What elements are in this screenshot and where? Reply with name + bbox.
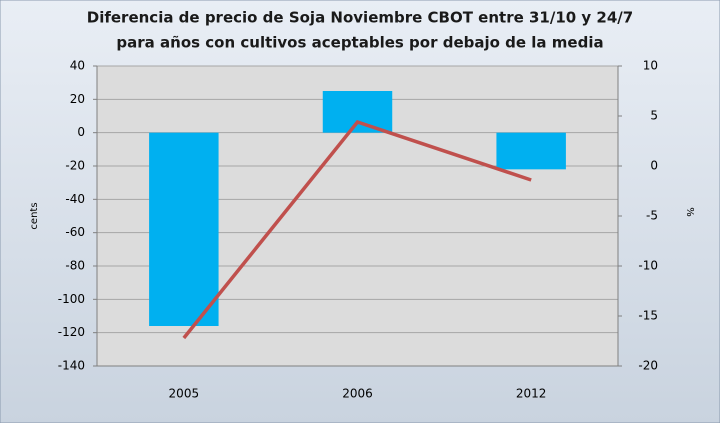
y2-tick-label: 10 [643,59,658,73]
line [182,119,532,340]
chart-title: para años con cultivos aceptables por de… [116,34,603,52]
y-tick-label: -60 [65,225,85,239]
x-tick-label: 2012 [516,387,547,401]
y-tick-label: -80 [65,259,85,273]
y2-tick-label: -5 [646,209,658,223]
x-tick-label: 2005 [169,387,200,401]
y2-tick-label: 5 [650,109,658,123]
chart-title: Diferencia de precio de Soja Noviembre C… [87,9,633,27]
y2-axis-label: % [684,207,695,217]
y-tick-label: -40 [65,192,85,206]
y2-tick-label: 0 [650,159,658,173]
y-tick-label: 40 [70,59,85,73]
y-tick-label: -100 [58,292,85,306]
y2-tick-label: -20 [638,359,658,373]
y-tick-label: -20 [65,159,85,173]
bar [496,132,566,170]
y2-tick-label: -10 [638,259,658,273]
y-tick-label: -140 [58,359,85,373]
x-tick-label: 2006 [342,387,373,401]
y-tick-label: 20 [70,92,85,106]
y-axis-label: cents [29,202,40,229]
bar [149,132,219,326]
bar [322,91,393,133]
y-tick-label: 0 [77,125,85,139]
y2-tick-label: -15 [638,309,658,323]
y-tick-label: -120 [58,325,85,339]
